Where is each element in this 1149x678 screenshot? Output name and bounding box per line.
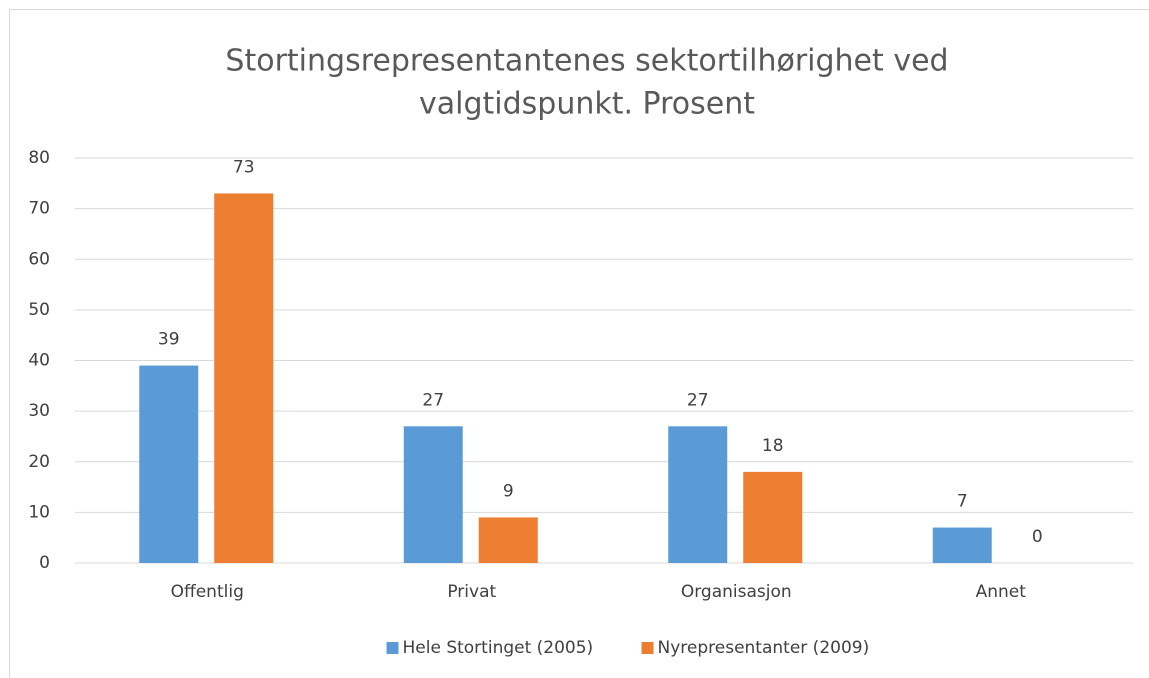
y-tick-label: 30 <box>28 401 50 421</box>
y-tick-label: 80 <box>28 148 50 168</box>
y-tick-label: 50 <box>28 300 50 320</box>
data-label: 0 <box>1032 527 1043 547</box>
bar <box>139 365 199 563</box>
y-tick-label: 60 <box>28 249 50 269</box>
chart-title: valgtidspunkt. Prosent <box>419 87 755 122</box>
y-tick-label: 40 <box>28 351 50 371</box>
bar <box>932 527 992 563</box>
x-tick-label: Privat <box>447 582 496 602</box>
legend-label: Nyrepresentanter (2009) <box>658 638 870 658</box>
bar <box>743 471 803 563</box>
x-tick-label: Annet <box>976 582 1027 602</box>
y-tick-label: 20 <box>28 452 50 472</box>
y-tick-label: 10 <box>28 502 50 522</box>
data-label: 27 <box>687 390 709 410</box>
chart-title: Stortingsrepresentantenes sektortilhørig… <box>225 44 948 79</box>
data-label: 18 <box>762 436 784 456</box>
data-label: 73 <box>233 157 255 177</box>
bar <box>403 426 463 563</box>
legend-swatch <box>386 642 399 654</box>
x-tick-label: Organisasjon <box>681 582 792 602</box>
y-tick-label: 0 <box>39 553 50 573</box>
data-label: 7 <box>957 492 968 512</box>
x-tick-label: Offentlig <box>171 582 244 602</box>
chart-border <box>9 9 1149 678</box>
legend-label: Hele Stortinget (2005) <box>403 638 594 658</box>
bar <box>214 193 274 563</box>
bar <box>668 426 728 563</box>
data-label: 9 <box>503 481 514 501</box>
data-label: 27 <box>422 390 444 410</box>
y-tick-label: 70 <box>28 199 50 219</box>
legend-swatch <box>641 642 654 654</box>
data-label: 39 <box>158 330 180 350</box>
bar <box>478 517 538 563</box>
